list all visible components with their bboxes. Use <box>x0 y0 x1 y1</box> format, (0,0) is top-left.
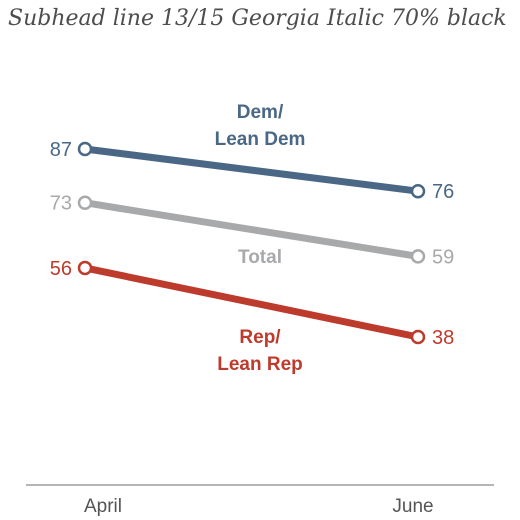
data-label: 73 <box>50 193 72 215</box>
data-point <box>410 249 426 264</box>
series-label-line: Lean Rep <box>217 354 303 375</box>
data-label: 56 <box>50 258 72 280</box>
series-label: Total <box>238 247 282 268</box>
data-label: 76 <box>432 181 454 203</box>
chart-subhead: Subhead line 13/15 Georgia Italic 70% bl… <box>8 6 507 31</box>
series-line <box>84 199 419 260</box>
series-label: Dem/Lean Dem <box>215 102 306 150</box>
data-point <box>410 183 426 199</box>
data-label: 59 <box>432 246 454 268</box>
series-label-line: Lean Dem <box>215 129 306 150</box>
series-1: 87 76 Dem/Lean Dem <box>50 102 455 203</box>
data-point <box>77 195 93 210</box>
x-tick-label: April <box>84 496 122 517</box>
series-2: 73 59 Total <box>50 193 455 269</box>
data-label: 87 <box>50 139 72 161</box>
series-label-line: Dem/ <box>237 102 284 123</box>
series-3: 56 38 Rep/Lean Rep <box>50 258 455 375</box>
x-tick-label: June <box>392 496 433 517</box>
series-label-line: Rep/ <box>239 327 281 348</box>
data-point <box>410 329 426 345</box>
series-label-line: Total <box>238 247 282 268</box>
data-point <box>77 141 93 157</box>
series-line <box>84 264 419 341</box>
data-point <box>77 260 93 276</box>
series-label: Rep/Lean Rep <box>217 327 303 375</box>
data-label: 38 <box>432 327 454 349</box>
series-line <box>84 145 419 195</box>
